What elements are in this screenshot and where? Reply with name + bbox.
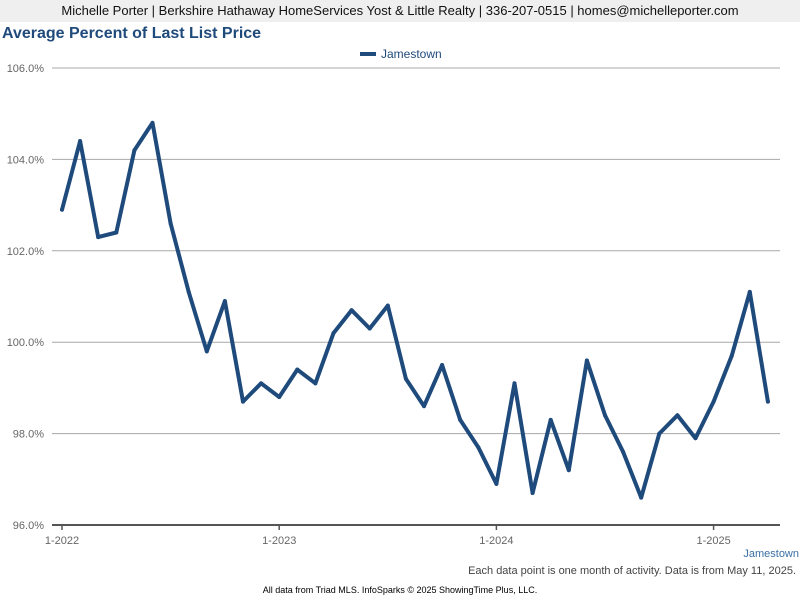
series-lines[interactable] (60, 120, 770, 500)
data-point[interactable] (603, 413, 607, 418)
data-point[interactable] (78, 139, 83, 144)
x-tick-label: 1-2024 (479, 535, 513, 547)
data-point[interactable] (403, 376, 408, 381)
x-tick-label: 1-2023 (262, 535, 296, 547)
data-point[interactable] (295, 367, 300, 372)
data-point[interactable] (204, 349, 209, 354)
y-tick-label: 102.0% (7, 246, 45, 258)
data-point[interactable] (765, 399, 770, 404)
data-credit: All data from Triad MLS. InfoSparks © 20… (262, 585, 538, 595)
data-point[interactable] (458, 417, 463, 422)
data-point[interactable] (675, 413, 680, 418)
x-tick-label: 1-2022 (45, 535, 79, 547)
data-point[interactable] (150, 120, 155, 125)
data-point[interactable] (657, 431, 662, 436)
data-point[interactable] (385, 303, 390, 308)
data-point[interactable] (60, 207, 64, 212)
data-point[interactable] (476, 445, 481, 450)
legend-swatch (360, 52, 376, 56)
data-point[interactable] (693, 436, 698, 441)
data-point[interactable] (331, 331, 336, 336)
chart-title: Average Percent of Last List Price (2, 25, 262, 42)
data-point[interactable] (96, 235, 101, 240)
data-point[interactable] (277, 395, 282, 400)
data-point[interactable] (168, 221, 173, 226)
series-line-jamestown[interactable] (60, 120, 770, 500)
data-point[interactable] (259, 381, 264, 386)
y-tick-label: 98.0% (13, 429, 44, 441)
series-corner-label: Jamestown (743, 548, 799, 560)
data-footnote: Each data point is one month of activity… (468, 565, 796, 577)
data-point[interactable] (313, 381, 318, 386)
contact-header: Michelle Porter | Berkshire Hathaway Hom… (0, 0, 800, 22)
data-point[interactable] (241, 399, 245, 404)
data-point[interactable] (747, 289, 752, 294)
data-point[interactable] (349, 308, 354, 313)
y-tick-label: 100.0% (7, 337, 45, 349)
data-point[interactable] (530, 491, 535, 496)
data-point[interactable] (729, 353, 734, 358)
data-point[interactable] (639, 495, 644, 500)
data-point[interactable] (186, 289, 191, 294)
data-point[interactable] (114, 230, 119, 235)
legend-label: Jamestown (381, 47, 442, 61)
chart-legend[interactable]: Jamestown (360, 46, 442, 62)
data-point[interactable] (422, 404, 426, 409)
gridlines (52, 67, 780, 435)
data-point[interactable] (440, 363, 445, 368)
data-point[interactable] (566, 468, 571, 473)
data-point[interactable] (584, 358, 589, 363)
data-point[interactable] (367, 326, 372, 331)
data-point[interactable] (711, 399, 716, 404)
x-tick-label: 1-2025 (696, 535, 730, 547)
data-point[interactable] (494, 481, 499, 486)
y-tick-label: 104.0% (7, 154, 45, 166)
data-point[interactable] (548, 417, 553, 422)
y-axis-ticks: 106.0% 104.0% 102.0% 100.0% 98.0% 96.0% (7, 63, 45, 532)
y-tick-label: 106.0% (7, 63, 45, 75)
data-point[interactable] (222, 299, 227, 304)
data-point[interactable] (132, 148, 137, 153)
data-point[interactable] (621, 449, 626, 454)
data-point[interactable] (512, 381, 517, 386)
x-axis: 1-2022 1-2023 1-2024 1-2025 (45, 524, 780, 547)
y-tick-label: 96.0% (13, 520, 44, 532)
